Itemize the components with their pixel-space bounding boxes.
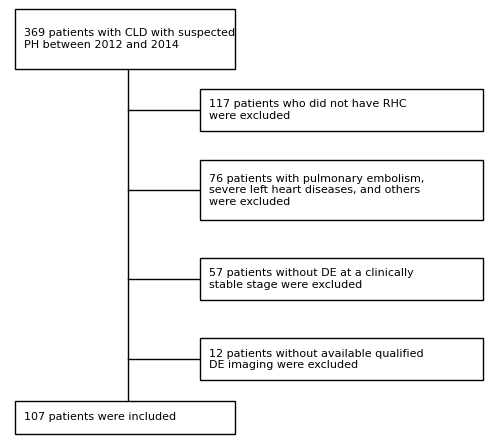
- FancyBboxPatch shape: [15, 9, 235, 69]
- Text: 12 patients without available qualified
DE imaging were excluded: 12 patients without available qualified …: [209, 348, 424, 370]
- FancyBboxPatch shape: [15, 400, 235, 434]
- Text: 369 patients with CLD with suspected
PH between 2012 and 2014: 369 patients with CLD with suspected PH …: [24, 28, 235, 50]
- FancyBboxPatch shape: [200, 258, 482, 300]
- Text: 117 patients who did not have RHC
were excluded: 117 patients who did not have RHC were e…: [209, 99, 406, 121]
- Text: 107 patients were included: 107 patients were included: [24, 412, 176, 422]
- FancyBboxPatch shape: [200, 89, 482, 131]
- FancyBboxPatch shape: [200, 160, 482, 220]
- FancyBboxPatch shape: [200, 338, 482, 380]
- Text: 57 patients without DE at a clinically
stable stage were excluded: 57 patients without DE at a clinically s…: [209, 268, 414, 290]
- Text: 76 patients with pulmonary embolism,
severe left heart diseases, and others
were: 76 patients with pulmonary embolism, sev…: [209, 174, 424, 207]
